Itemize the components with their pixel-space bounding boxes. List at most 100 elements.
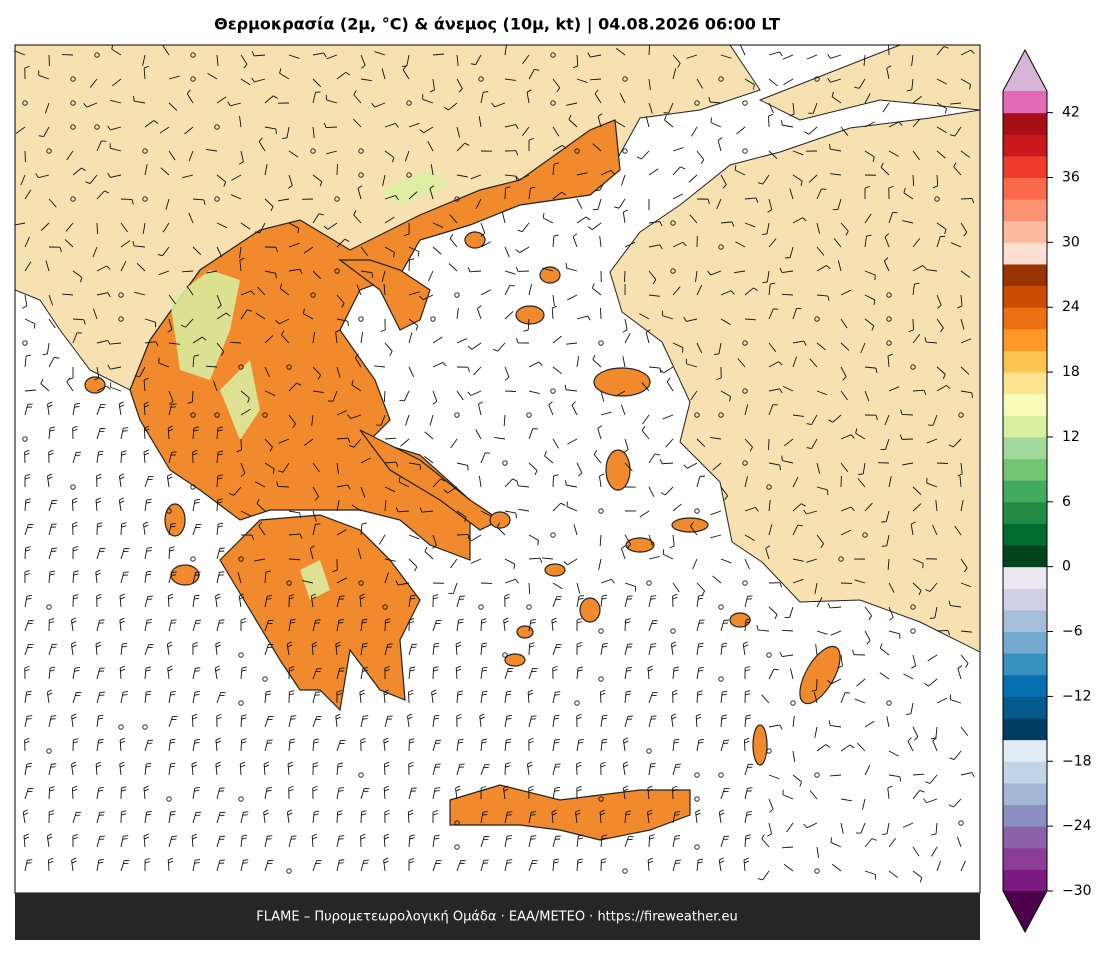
barb-staff [24, 716, 28, 728]
barb-staff [470, 558, 482, 564]
barb-staff [288, 620, 292, 632]
barb-flag [275, 128, 277, 135]
barb-staff [288, 382, 297, 392]
barb-staff [912, 558, 924, 564]
barb-flag [33, 323, 36, 329]
barb-flag [556, 87, 561, 93]
barb-staff [522, 126, 530, 137]
barb-flag [359, 689, 365, 693]
barb-staff [792, 558, 804, 562]
barb-staff [239, 116, 242, 128]
calm-marker [670, 220, 676, 226]
barb-flag [408, 858, 414, 861]
calm-marker [958, 412, 964, 418]
barb-flag [530, 838, 536, 840]
barb-flag [534, 470, 538, 476]
barb-flag [881, 545, 887, 547]
barb-staff [143, 452, 146, 464]
barb-flag [143, 521, 149, 525]
barb-staff [552, 126, 560, 137]
barb-flag [855, 428, 858, 434]
barb-flag [481, 621, 487, 624]
barb-staff [884, 236, 890, 248]
barb-staff [648, 453, 656, 464]
barb-staff [432, 764, 437, 776]
barb-staff [424, 455, 434, 464]
barb-staff [792, 340, 804, 344]
barb-staff [86, 102, 98, 108]
barb-staff [360, 620, 363, 632]
barb-staff [192, 740, 196, 752]
barb-flag [578, 834, 584, 837]
barb-flag [341, 303, 345, 308]
barb-flag [143, 785, 149, 789]
barb-staff [96, 692, 101, 704]
barb-staff [744, 404, 749, 416]
barb-staff [230, 194, 242, 200]
barb-flag [351, 379, 354, 386]
barb-flag [673, 666, 680, 669]
barb-staff [863, 54, 866, 66]
barb-staff [864, 213, 872, 224]
barb-flag [24, 665, 30, 669]
tick-label: −18 [1062, 753, 1092, 769]
barb-staff [648, 555, 660, 560]
barb-flag [276, 481, 279, 487]
barb-staff [782, 54, 794, 60]
barb-flag [288, 788, 294, 792]
barb-flag [241, 714, 247, 717]
barb-flag [71, 644, 77, 648]
barb-staff [840, 654, 843, 666]
barb-staff [449, 214, 458, 224]
barb-flag [74, 405, 80, 408]
barb-flag [217, 477, 223, 480]
barb-flag [42, 353, 48, 356]
barb-staff [744, 222, 756, 228]
barb-flag [170, 522, 176, 525]
barb-staff [360, 246, 369, 256]
barb-staff [92, 246, 98, 258]
barb-staff [24, 294, 28, 306]
barb-staff [936, 126, 947, 134]
barb-flag [842, 376, 847, 381]
barb-flag [481, 738, 488, 741]
barb-staff [470, 390, 482, 396]
barb-staff [359, 596, 362, 608]
barb-staff [168, 740, 171, 752]
barb-flag [539, 557, 543, 563]
barb-flag [659, 458, 663, 464]
barb-flag [191, 761, 197, 765]
barb-flag [825, 744, 831, 748]
barb-flag [697, 861, 703, 864]
barb-flag [660, 492, 666, 496]
barb-flag [651, 643, 657, 645]
barb-staff [954, 126, 962, 137]
barb-flag [761, 233, 768, 235]
barb-staff [288, 510, 300, 514]
barb-flag [429, 89, 435, 93]
barb-staff [143, 67, 146, 80]
barb-flag [24, 572, 30, 576]
barb-staff [885, 510, 890, 522]
barb-staff [504, 836, 508, 848]
barb-staff [192, 524, 197, 536]
barb-staff [858, 78, 866, 89]
barb-flag [49, 429, 55, 432]
barb-flag [121, 813, 127, 816]
barb-flag [338, 790, 344, 792]
calm-marker [238, 796, 244, 802]
barb-staff [216, 620, 220, 632]
calm-marker [454, 412, 460, 418]
barb-staff [768, 822, 772, 834]
barb-staff [476, 308, 482, 320]
barb-flag [576, 645, 582, 648]
barb-flag [391, 157, 395, 163]
barb-staff [811, 438, 818, 449]
barb-staff [576, 78, 588, 83]
color-segment [1003, 242, 1047, 265]
barb-staff [360, 78, 372, 82]
color-segment [1003, 177, 1047, 200]
barb-staff [216, 524, 219, 536]
barb-flag [903, 187, 906, 193]
barb-staff [326, 54, 338, 60]
